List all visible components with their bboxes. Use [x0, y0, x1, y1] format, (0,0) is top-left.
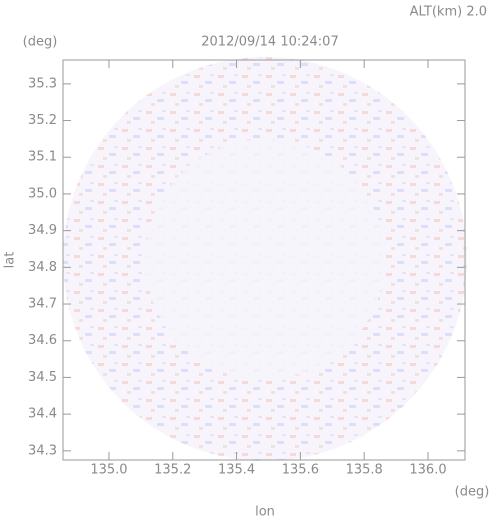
y-tick-label: 34.9 [28, 223, 57, 238]
radar-inner [145, 139, 385, 379]
y-tick-label: 34.6 [28, 333, 57, 348]
y-tick-label: 34.3 [28, 443, 57, 458]
x-tick-label: 135.4 [218, 463, 255, 478]
y-tick-label: 34.4 [28, 407, 57, 422]
x-tick-label: 135.8 [346, 463, 383, 478]
y-tick-label: 35.0 [28, 186, 57, 201]
x-unit: (deg) [455, 485, 490, 500]
x-tick-label: 136.0 [409, 463, 446, 478]
y-tick-label: 34.7 [28, 297, 57, 312]
y-tick-label: 35.1 [28, 150, 57, 165]
x-tick-label: 135.6 [282, 463, 319, 478]
y-tick-label: 35.2 [28, 113, 57, 128]
x-tick-label: 135.0 [90, 463, 127, 478]
altitude: ALT(km) 2.0 [410, 5, 487, 20]
y-tick-label: 34.5 [28, 370, 57, 385]
plot-frame [62, 59, 466, 461]
y-axis-label: lat [3, 252, 18, 269]
y-tick-label: 35.3 [28, 76, 57, 91]
x-axis-label: lon [255, 505, 275, 520]
chart-title: 2012/09/14 10:24:07 [201, 35, 338, 50]
y-tick-label: 34.8 [28, 260, 57, 275]
x-tick-label: 135.2 [154, 463, 191, 478]
y-unit: (deg) [23, 35, 58, 50]
